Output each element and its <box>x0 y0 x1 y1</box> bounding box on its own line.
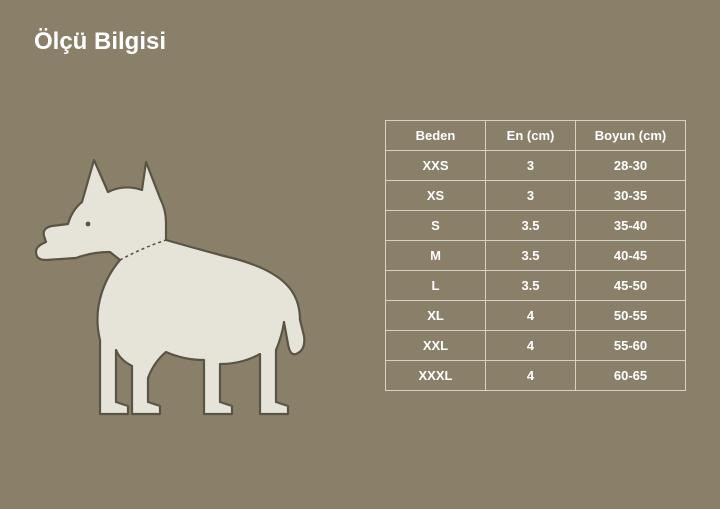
table-cell: 28-30 <box>576 151 686 181</box>
col-header-en: En (cm) <box>486 121 576 151</box>
table-row: XXL455-60 <box>386 331 686 361</box>
table-cell: 30-35 <box>576 181 686 211</box>
table-cell: 60-65 <box>576 361 686 391</box>
table-cell: S <box>386 211 486 241</box>
dog-icon <box>36 160 304 414</box>
table-cell: L <box>386 271 486 301</box>
table-cell: XXL <box>386 331 486 361</box>
dog-eye-icon <box>86 222 91 227</box>
table-cell: 3 <box>486 151 576 181</box>
table-cell: 55-60 <box>576 331 686 361</box>
table-cell: 3.5 <box>486 211 576 241</box>
col-header-boyun: Boyun (cm) <box>576 121 686 151</box>
size-table-body: XXS328-30XS330-35S3.535-40M3.540-45L3.54… <box>386 151 686 391</box>
table-row: L3.545-50 <box>386 271 686 301</box>
size-table: Beden En (cm) Boyun (cm) XXS328-30XS330-… <box>385 120 686 391</box>
table-cell: M <box>386 241 486 271</box>
table-cell: 3 <box>486 181 576 211</box>
table-row: XS330-35 <box>386 181 686 211</box>
table-row: XXS328-30 <box>386 151 686 181</box>
col-header-beden: Beden <box>386 121 486 151</box>
table-cell: 45-50 <box>576 271 686 301</box>
table-cell: 40-45 <box>576 241 686 271</box>
table-cell: XL <box>386 301 486 331</box>
table-cell: 3.5 <box>486 271 576 301</box>
table-cell: XXXL <box>386 361 486 391</box>
table-cell: 4 <box>486 301 576 331</box>
table-cell: XXS <box>386 151 486 181</box>
table-cell: 50-55 <box>576 301 686 331</box>
table-row: S3.535-40 <box>386 211 686 241</box>
table-header-row: Beden En (cm) Boyun (cm) <box>386 121 686 151</box>
table-cell: 4 <box>486 331 576 361</box>
table-cell: XS <box>386 181 486 211</box>
dog-illustration <box>24 140 344 440</box>
table-cell: 3.5 <box>486 241 576 271</box>
page-title: Ölçü Bilgisi <box>34 28 166 56</box>
table-row: XL450-55 <box>386 301 686 331</box>
table-cell: 4 <box>486 361 576 391</box>
table-cell: 35-40 <box>576 211 686 241</box>
table-row: XXXL460-65 <box>386 361 686 391</box>
table-row: M3.540-45 <box>386 241 686 271</box>
